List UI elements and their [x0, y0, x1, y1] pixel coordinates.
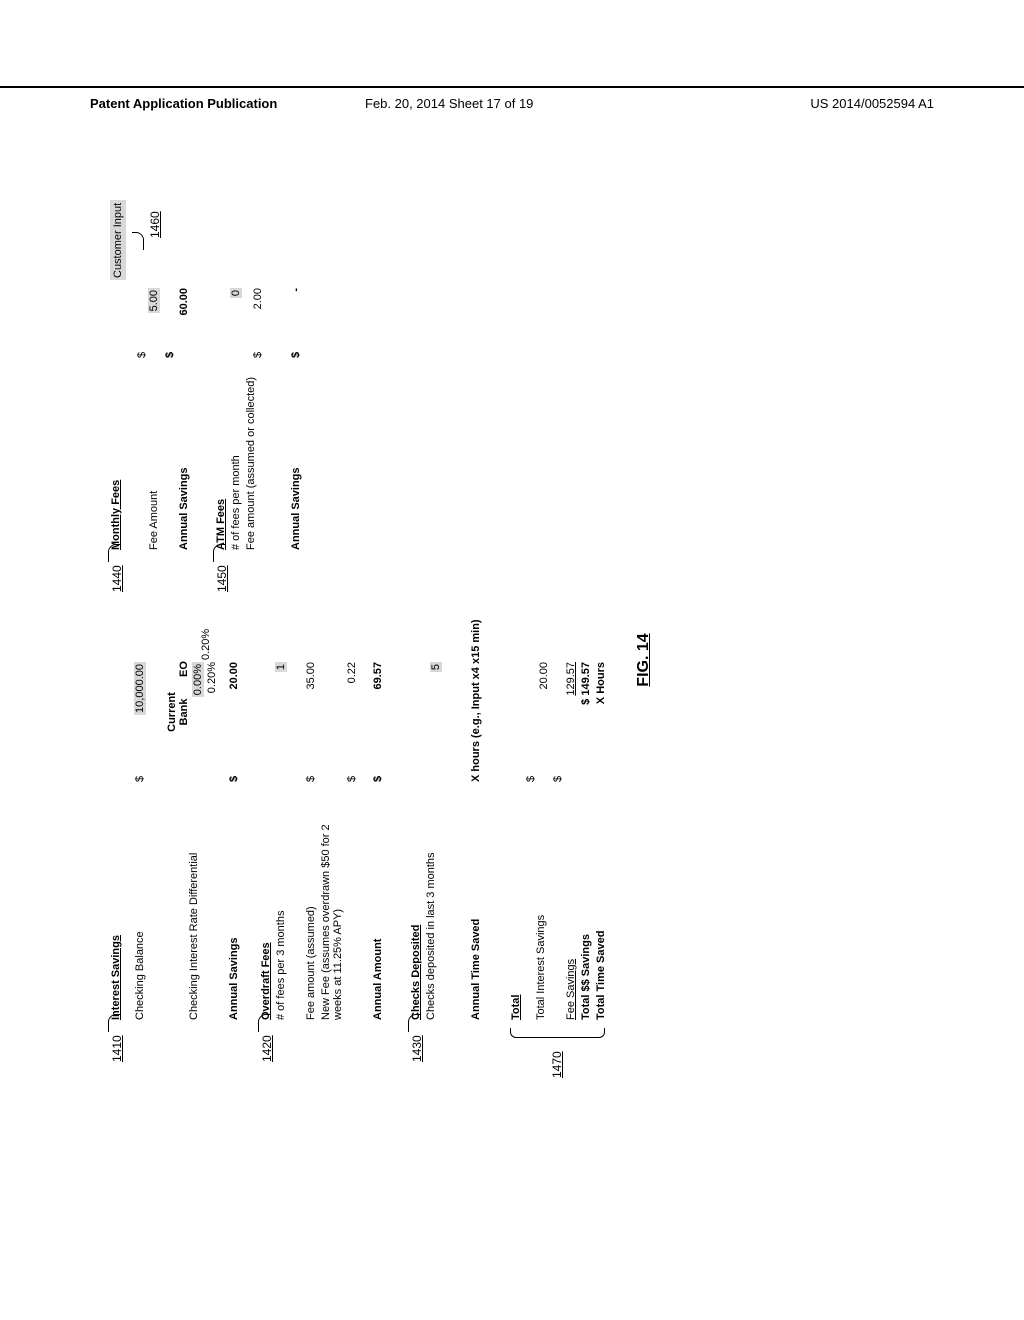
section-monthly-fees: Monthly Fees: [110, 360, 122, 550]
section-checks-deposited: Checks Deposited: [410, 790, 422, 1020]
label-checking-rate: Checking Interest Rate Differential: [188, 790, 200, 1020]
header-sheet-info: Feb. 20, 2014 Sheet 17 of 19: [365, 96, 533, 111]
label-total-dollar-savings: Total $$ Savings: [580, 790, 592, 1020]
section-overdraft: Overdraft Fees: [260, 790, 272, 1020]
value-checks-count: 5: [430, 662, 442, 672]
ref-1470: 1470: [550, 1051, 564, 1078]
value-rate-current: 0.00%: [192, 662, 204, 697]
value-rate-eo: 0.20%: [206, 662, 218, 782]
page-header: Patent Application Publication Feb. 20, …: [0, 86, 1024, 94]
ref-1430: 1430: [410, 1035, 424, 1062]
col-eo: EO: [178, 654, 190, 684]
ref-1440: 1440: [110, 565, 124, 592]
ref-1450: 1450: [215, 565, 229, 592]
value-total-time-saved: X Hours: [595, 662, 607, 704]
ref-1410: 1410: [110, 1035, 124, 1062]
bracket-total: [510, 1028, 605, 1038]
value-annual-amount-overdraft: 69.57: [372, 662, 384, 690]
label-atm-fee-amount: Fee amount (assumed or collected): [245, 360, 257, 550]
section-interest-savings: Interest Savings: [110, 790, 122, 1020]
figure-label: FIG. 14: [635, 600, 653, 720]
label-total-interest-savings: Total Interest Savings: [535, 790, 547, 1020]
value-checking-balance: 10,000.00: [134, 662, 146, 715]
value-annual-savings-monthly: 60.00: [178, 288, 190, 316]
label-annual-savings-atm: Annual Savings: [290, 360, 302, 550]
label-checks-count: Checks deposited in last 3 months: [425, 790, 437, 1020]
label-overdraft-count: # of fees per 3 months: [275, 790, 287, 1020]
label-total-time-saved: Total Time Saved: [595, 790, 607, 1020]
label-annual-savings-interest: Annual Savings: [228, 790, 240, 1020]
value-fee-assumed: 35.00: [305, 662, 317, 690]
ref-1420: 1420: [260, 1035, 274, 1062]
value-atm-count: 0: [230, 288, 242, 298]
value-time-note: (e.g., Input x4 x15 min): [470, 619, 482, 738]
value-annual-savings-atm: -: [290, 288, 302, 316]
value-overdraft-count: 1: [275, 662, 287, 672]
label-annual-time-saved: Annual Time Saved: [470, 790, 482, 1020]
value-fee-savings: 129.57: [565, 662, 577, 696]
value-fee-amount-monthly: 5.00: [148, 288, 160, 313]
label-atm-count: # of fees per month: [230, 360, 242, 550]
label-checking-balance: Checking Balance: [134, 790, 146, 1020]
figure-diagram: 1410 Interest Savings Checking Balance C…: [110, 200, 910, 1060]
label-fee-amount-monthly: Fee Amount: [148, 360, 160, 550]
label-annual-amount-overdraft: Annual Amount: [372, 790, 384, 1020]
legend-customer-input: Customer Input: [110, 200, 126, 280]
value-total-dollar-savings: $ 149.57: [580, 662, 592, 705]
col-current-bank: Current Bank: [166, 682, 190, 742]
header-publication: Patent Application Publication: [90, 96, 277, 111]
value-annual-savings-interest: 20.00: [228, 662, 240, 690]
label-new-fee: New Fee (assumes overdrawn $50 for 2 wee…: [320, 800, 344, 1020]
value-rate-diff: 0.20%: [200, 560, 212, 660]
header-pub-number: US 2014/0052594 A1: [810, 96, 934, 111]
value-atm-fee-amount: 2.00: [252, 288, 264, 309]
section-atm-fees: ATM Fees: [215, 360, 227, 550]
ref-1460: 1460: [148, 211, 162, 238]
label-annual-savings-monthly: Annual Savings: [178, 360, 190, 550]
section-total: Total: [510, 790, 522, 1020]
value-new-fee: 0.22: [346, 662, 358, 683]
label-fee-assumed: Fee amount (assumed): [305, 790, 317, 1020]
label-fee-savings: Fee Savings: [565, 790, 577, 1020]
value-total-interest-savings: 20.00: [538, 662, 550, 690]
value-time-saved: X hours: [470, 741, 482, 782]
